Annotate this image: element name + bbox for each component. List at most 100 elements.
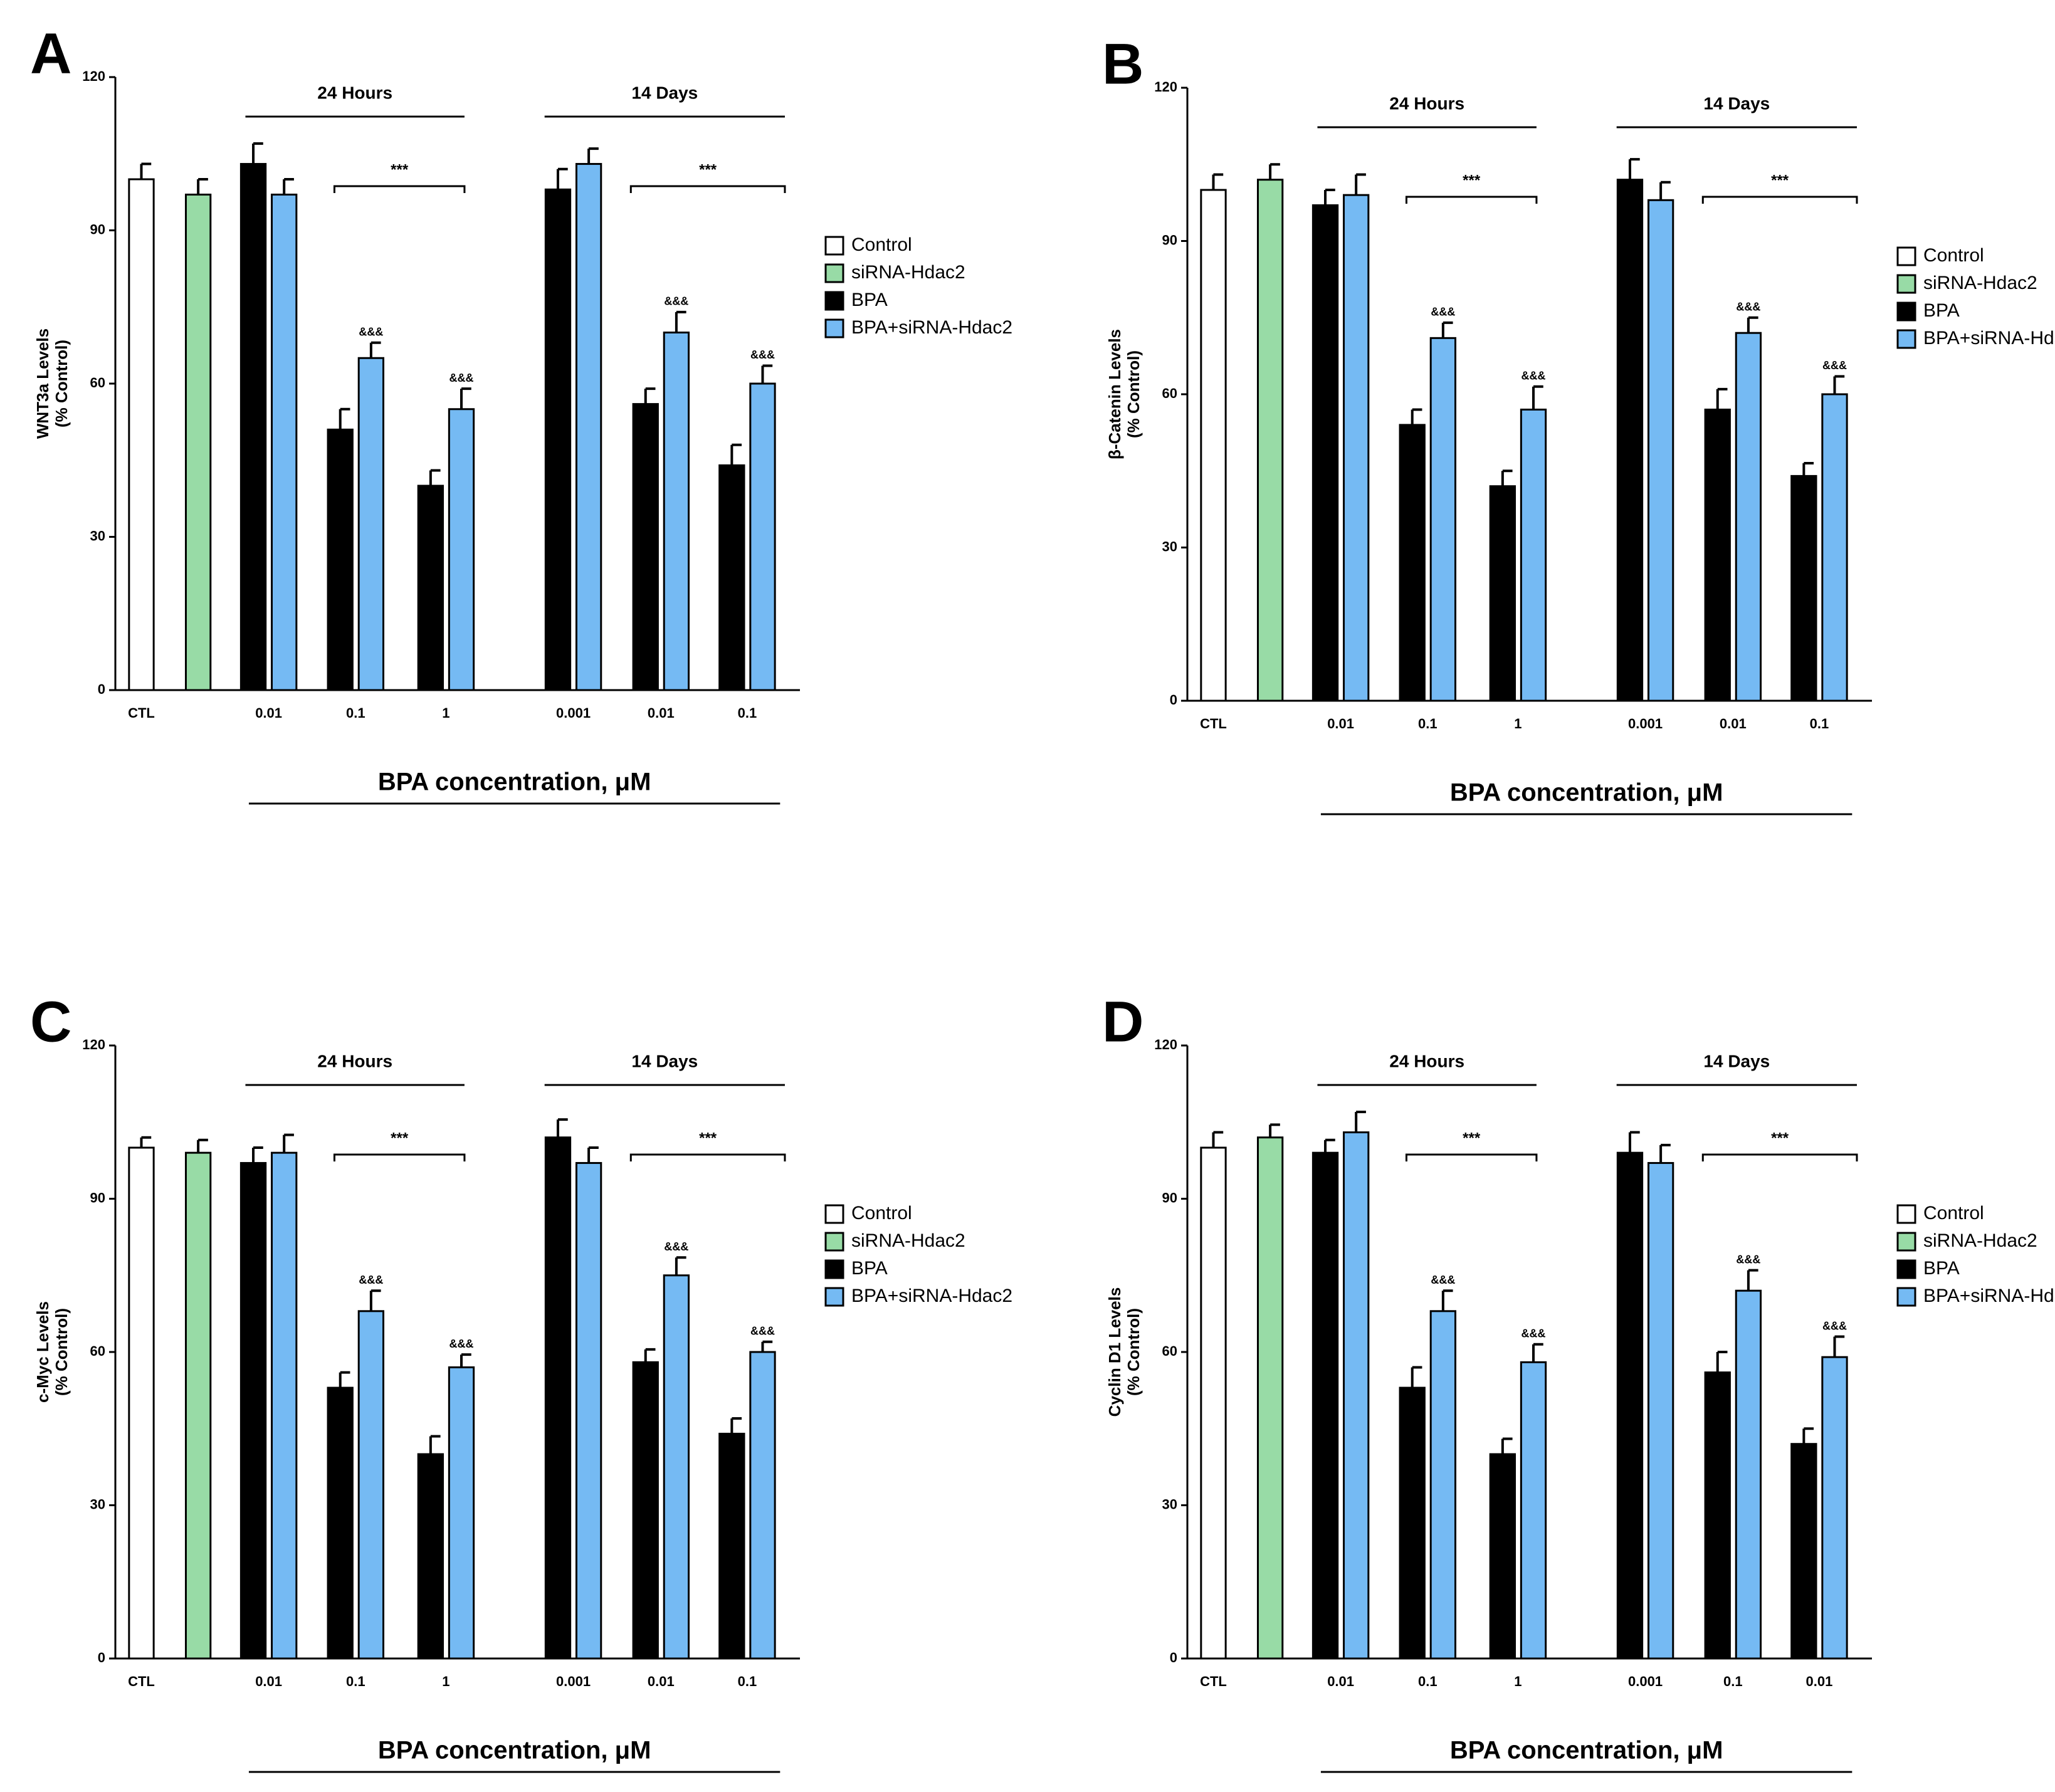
bar	[632, 1361, 659, 1660]
significance-label: ***	[391, 161, 409, 178]
bar	[1704, 1371, 1731, 1660]
error-bar	[730, 1417, 742, 1434]
x-axis-title: BPA concentration, μM	[378, 768, 651, 796]
legend-swatch	[824, 1204, 844, 1224]
y-tick-label: 120	[82, 1037, 105, 1052]
annotation: &&&	[750, 348, 775, 361]
x-tick-label: 0.01	[255, 1674, 282, 1689]
bar	[1311, 1151, 1339, 1660]
bar	[1520, 408, 1547, 702]
bar	[1200, 1146, 1227, 1660]
x-tick-label: CTL	[128, 705, 155, 721]
panel-label: A	[30, 21, 71, 85]
x-tick-label: 0.01	[648, 705, 675, 721]
legend-label: BPA	[1923, 1258, 1960, 1279]
legend-label: BPA	[851, 1258, 888, 1279]
bar	[1520, 1361, 1547, 1660]
x-tick-label: 0.001	[1628, 1674, 1663, 1689]
error-bar	[761, 364, 773, 384]
x-tick-label: 0.001	[556, 705, 591, 721]
annotation: &&&	[664, 1240, 688, 1253]
panel: D 0 30 60 90 120 Cyclin D1 Levels(% Control) 24…	[1102, 990, 2055, 1773]
bar	[327, 428, 354, 691]
legend-swatch	[1896, 274, 1916, 294]
legend-swatch	[1896, 1259, 1916, 1279]
error-bar	[1659, 1143, 1671, 1163]
bar	[1429, 1310, 1457, 1660]
error-bar	[140, 162, 152, 179]
significance-label: ***	[1771, 1129, 1789, 1146]
error-bar	[1716, 1351, 1728, 1373]
y-tick-label: 120	[1154, 1037, 1177, 1052]
x-tick-label: 1	[1514, 1674, 1522, 1689]
bar	[1790, 474, 1817, 702]
x-tick-label: 0.01	[255, 705, 282, 721]
x-tick-label: CTL	[1200, 1674, 1227, 1689]
bar	[128, 1146, 155, 1660]
error-bar	[1501, 469, 1513, 486]
annotation: &&&	[449, 1338, 474, 1350]
panel-label: D	[1102, 990, 1143, 1054]
legend-label: Control	[851, 234, 912, 255]
x-tick-label: 0.001	[1628, 716, 1663, 731]
error-bar	[587, 147, 599, 164]
error-bar	[1324, 1138, 1335, 1153]
y-tick-label: 120	[1154, 79, 1177, 95]
bar	[544, 1136, 572, 1660]
error-bar	[339, 407, 350, 430]
group-label: 14 Days	[1703, 1051, 1770, 1071]
bar	[749, 1351, 776, 1660]
error-bar	[1441, 321, 1453, 338]
bar	[749, 382, 776, 691]
y-axis-label-line: β-Catenin Levels	[1105, 329, 1124, 459]
y-tick-label: 90	[1162, 1190, 1177, 1205]
error-bar	[369, 341, 381, 359]
x-tick-label: 0.1	[1418, 716, 1437, 731]
bar	[1735, 1289, 1762, 1660]
annotation: &&&	[359, 326, 383, 338]
x-tick-label: 1	[442, 705, 449, 721]
annotation: &&&	[1522, 1328, 1546, 1340]
legend-swatch	[1896, 301, 1916, 322]
annotation: &&&	[750, 1324, 775, 1337]
bar	[632, 403, 659, 691]
bar	[417, 1453, 444, 1660]
group-label: 24 Hours	[1389, 1051, 1464, 1071]
legend-swatch	[824, 236, 844, 256]
bar	[239, 1161, 267, 1660]
y-tick-label: 0	[1170, 1650, 1177, 1665]
bar	[1821, 393, 1848, 702]
error-bar	[556, 167, 568, 190]
error-bar	[1269, 163, 1280, 180]
error-bar	[1802, 1427, 1814, 1444]
significance-bracket	[1405, 1153, 1538, 1161]
error-bar	[1833, 375, 1845, 394]
error-bar	[140, 1136, 152, 1148]
legend-label: BPA	[851, 290, 888, 310]
bar	[663, 332, 690, 691]
error-bar	[252, 142, 263, 164]
bar	[327, 1386, 354, 1660]
y-tick-label: 60	[1162, 1343, 1177, 1359]
bar	[1647, 199, 1674, 702]
bar	[1489, 485, 1516, 702]
error-bar	[1269, 1123, 1280, 1138]
group-label: 24 Hours	[1389, 93, 1464, 113]
x-tick-label: CTL	[1200, 716, 1227, 731]
error-bar	[1747, 1269, 1758, 1291]
error-bar	[1212, 1131, 1224, 1148]
x-tick-label: 0.001	[556, 1674, 591, 1689]
annotation: &&&	[1736, 1253, 1760, 1265]
legend-swatch	[1896, 1232, 1916, 1252]
bar	[1399, 1386, 1426, 1660]
group-label: 24 Hours	[317, 1051, 392, 1071]
bar	[1200, 189, 1227, 702]
y-tick-label: 60	[1162, 385, 1177, 401]
bar	[357, 1310, 385, 1660]
error-bar	[460, 1353, 471, 1368]
y-tick-label: 90	[90, 221, 105, 237]
x-tick-label: CTL	[128, 1674, 155, 1689]
annotation: &&&	[1736, 301, 1760, 313]
y-axis-label-line: (% Control)	[52, 340, 71, 427]
annotation: &&&	[1431, 1274, 1455, 1286]
